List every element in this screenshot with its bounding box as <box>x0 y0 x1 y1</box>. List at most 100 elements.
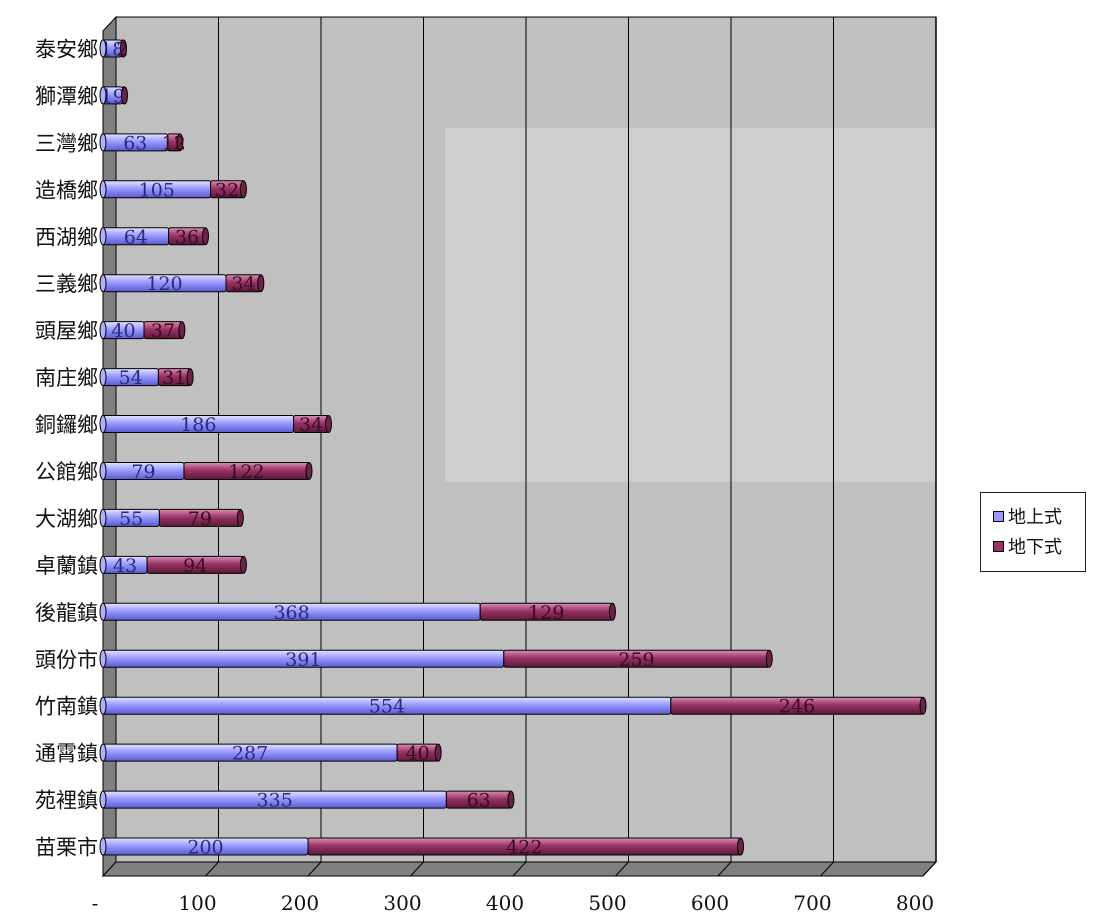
data-label: 2 <box>116 38 128 60</box>
bar-start-cap <box>99 555 107 574</box>
data-label: 40 <box>111 320 135 342</box>
bar-start-cap <box>99 415 107 434</box>
gridline-floor <box>717 861 732 877</box>
bar-start-cap <box>99 274 107 293</box>
bar-start-cap <box>99 461 107 480</box>
gridline-floor <box>820 861 834 877</box>
data-label: 32 <box>215 179 239 201</box>
category-label: 通霄鎮 <box>35 742 98 766</box>
category-label: 卓蘭鎮 <box>35 554 98 578</box>
bar-start-cap <box>99 649 107 668</box>
data-label: 55 <box>119 508 143 530</box>
data-label: 94 <box>183 555 207 577</box>
category-label: 泰安鄉 <box>35 37 98 61</box>
data-label: 368 <box>273 602 309 624</box>
category-label: 苑裡鎮 <box>35 789 98 813</box>
data-label: 79 <box>131 461 155 483</box>
bar-end-cap <box>325 415 332 434</box>
gridline-floor <box>410 861 424 877</box>
data-label: 34 <box>299 414 323 436</box>
data-label: 36 <box>175 226 199 248</box>
data-label: 129 <box>528 602 564 624</box>
legend-item-aboveground: 地上式 <box>993 501 1085 531</box>
data-label: 422 <box>506 837 542 859</box>
bar-start-cap <box>99 86 107 105</box>
bar-end-cap <box>176 133 184 152</box>
category-label: 西湖鄉 <box>35 225 98 249</box>
category-label: 銅鑼鄉 <box>35 413 98 437</box>
category-label: 頭屋鄉 <box>35 319 98 343</box>
gridline-floor <box>922 861 937 877</box>
bar-start-cap <box>99 368 107 387</box>
data-label: 43 <box>113 555 137 577</box>
data-label: 19 <box>101 85 125 107</box>
legend-item-underground: 地下式 <box>993 531 1085 561</box>
bar-end-cap <box>236 508 244 527</box>
bar-start-cap <box>99 39 107 58</box>
bar-end-cap <box>919 696 927 715</box>
bar-end-cap <box>765 649 773 668</box>
category-label: 大湖鄉 <box>35 507 98 531</box>
bar-end-cap <box>120 39 127 58</box>
plot-highlight-panel <box>445 128 935 482</box>
category-label: 三灣鄉 <box>35 131 98 155</box>
data-label: 34 <box>231 273 255 295</box>
bar-start-cap <box>99 696 107 715</box>
data-label: 259 <box>618 649 654 671</box>
x-tick-label: 200 <box>281 891 319 915</box>
data-label: 122 <box>228 461 264 483</box>
data-label: 246 <box>779 696 815 718</box>
bar-end-cap <box>434 743 442 762</box>
bar-end-cap <box>737 837 745 856</box>
data-label: 54 <box>119 367 143 389</box>
category-label: 造橋鄉 <box>35 178 98 202</box>
gridline-floor <box>512 861 527 877</box>
x-tick-label: 400 <box>486 891 524 915</box>
bar-start-cap <box>99 602 107 621</box>
data-label: 335 <box>257 790 293 812</box>
data-label: 120 <box>146 273 182 295</box>
data-label: 31 <box>162 367 186 389</box>
bar-end-cap <box>257 274 265 293</box>
legend-label-aboveground: 地上式 <box>1008 507 1062 528</box>
data-label: 63 <box>467 790 491 812</box>
bar-end-cap <box>178 321 186 340</box>
bar-end-cap <box>202 227 209 246</box>
bar-start-cap <box>99 743 107 762</box>
data-label: 186 <box>180 414 216 436</box>
bar-start-cap <box>99 508 107 527</box>
category-label: 竹南鎮 <box>35 695 98 719</box>
bar-start-cap <box>99 321 107 340</box>
category-label: 公館鄉 <box>35 460 98 484</box>
x-tick-label: 100 <box>178 891 216 915</box>
bar-start-cap <box>99 133 107 152</box>
bar-start-cap <box>99 837 107 856</box>
data-label: 40 <box>406 743 430 765</box>
bar-end-cap <box>305 461 313 480</box>
data-label: 64 <box>124 226 148 248</box>
category-label: 後龍鎮 <box>35 601 98 625</box>
legend-label-underground: 地下式 <box>1008 537 1062 558</box>
x-tick-label: - <box>92 891 99 915</box>
bar-start-cap <box>99 790 107 809</box>
bar-end-cap <box>186 368 194 387</box>
bar-start-cap <box>99 180 107 199</box>
bar-end-cap <box>121 86 129 105</box>
bar-end-cap <box>608 602 616 621</box>
category-label: 南庄鄉 <box>35 366 98 390</box>
legend-swatch-aboveground <box>993 510 1004 522</box>
data-label: 391 <box>285 649 321 671</box>
bar-end-cap <box>239 180 247 199</box>
gridline-floor <box>205 861 219 877</box>
x-tick-label: 600 <box>691 891 729 915</box>
data-label: 63 <box>123 132 147 154</box>
legend: 地上式 地下式 <box>980 492 1086 572</box>
x-tick-label: 500 <box>588 891 626 915</box>
category-label: 獅潭鄉 <box>35 84 98 108</box>
bar-start-cap <box>99 227 107 246</box>
x-tick-label: 800 <box>896 891 934 915</box>
data-label: 200 <box>187 837 223 859</box>
category-label: 三義鄉 <box>35 272 98 296</box>
